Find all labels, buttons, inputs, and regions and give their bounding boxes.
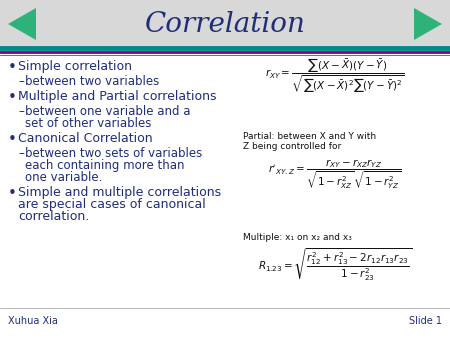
Text: $r'_{XY.Z} = \dfrac{r_{XY} - r_{XZ}r_{YZ}}{\sqrt{1-r_{XZ}^2}\,\sqrt{1-r_{YZ}^2}}: $r'_{XY.Z} = \dfrac{r_{XY} - r_{XZ}r_{YZ… xyxy=(269,158,401,191)
Text: correlation.: correlation. xyxy=(18,210,89,223)
Text: –: – xyxy=(18,147,24,160)
Text: between one variable and a: between one variable and a xyxy=(25,105,190,118)
Text: set of other variables: set of other variables xyxy=(25,117,151,130)
Bar xyxy=(0,48,450,308)
Text: Canonical Correlation: Canonical Correlation xyxy=(18,132,153,145)
Text: one variable.: one variable. xyxy=(25,171,103,184)
Polygon shape xyxy=(414,8,442,40)
Text: Xuhua Xia: Xuhua Xia xyxy=(8,316,58,326)
Text: –: – xyxy=(18,105,24,118)
Text: Multiple and Partial correlations: Multiple and Partial correlations xyxy=(18,90,216,103)
Text: Simple and multiple correlations: Simple and multiple correlations xyxy=(18,186,221,199)
Text: between two sets of variables: between two sets of variables xyxy=(25,147,202,160)
Text: •: • xyxy=(8,186,17,201)
Text: between two variables: between two variables xyxy=(25,75,159,88)
Text: •: • xyxy=(8,132,17,147)
Text: •: • xyxy=(8,90,17,105)
Text: each containing more than: each containing more than xyxy=(25,159,184,172)
Polygon shape xyxy=(8,8,36,40)
Text: $R_{1.23} = \sqrt{\dfrac{r_{12}^2 + r_{13}^2 - 2r_{12}r_{13}r_{23}}{1-r_{23}^2}}: $R_{1.23} = \sqrt{\dfrac{r_{12}^2 + r_{1… xyxy=(258,247,412,283)
Bar xyxy=(0,308,450,338)
Text: Multiple: x₁ on x₂ and x₃: Multiple: x₁ on x₂ and x₃ xyxy=(243,233,352,242)
Bar xyxy=(0,0,450,48)
Text: Simple correlation: Simple correlation xyxy=(18,60,132,73)
Text: are special cases of canonical: are special cases of canonical xyxy=(18,198,206,211)
Text: –: – xyxy=(18,75,24,88)
Text: Slide 1: Slide 1 xyxy=(409,316,442,326)
Text: $r_{XY} = \dfrac{\sum(X-\bar{X})(Y-\bar{Y})}{\sqrt{\sum(X-\bar{X})^2\sum(Y-\bar{: $r_{XY} = \dfrac{\sum(X-\bar{X})(Y-\bar{… xyxy=(265,56,405,95)
Text: •: • xyxy=(8,60,17,75)
Text: Partial: between X and Y with
Z being controlled for: Partial: between X and Y with Z being co… xyxy=(243,132,376,151)
Text: Correlation: Correlation xyxy=(144,10,306,38)
